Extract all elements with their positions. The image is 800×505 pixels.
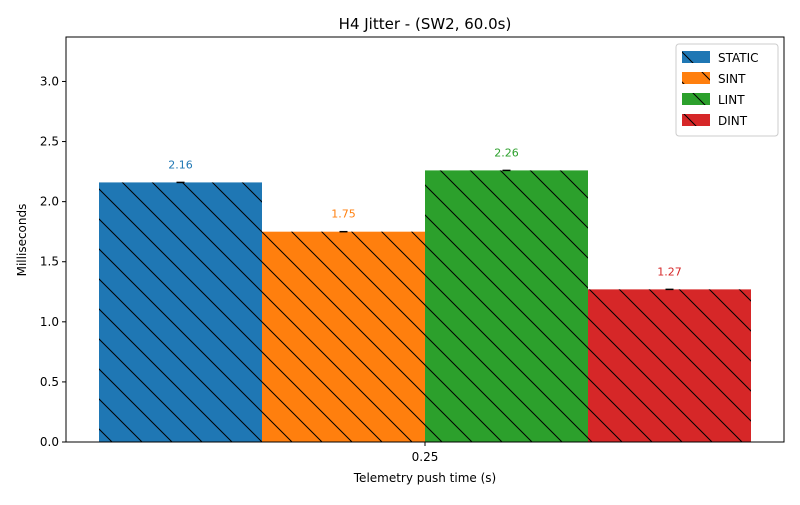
legend-box [675, 43, 779, 137]
legend-label-sint: SINT [718, 72, 746, 86]
y-tick-label: 0.0 [40, 435, 59, 449]
y-axis-label: Milliseconds [15, 204, 29, 277]
y-tick-label: 2.0 [40, 195, 59, 209]
legend-swatch-hatch-lint [682, 93, 710, 105]
chart-title: H4 Jitter - (SW2, 60.0s) [339, 15, 512, 33]
y-tick-label: 2.5 [40, 135, 59, 149]
y-tick-label: 1.0 [40, 315, 59, 329]
bar-hatch-static [99, 182, 262, 442]
legend-swatch-hatch-sint [682, 72, 710, 84]
bars [99, 170, 751, 442]
error-bars [176, 169, 674, 291]
y-tick-label: 1.5 [40, 255, 59, 269]
data-label-static: 2.16 [168, 158, 193, 171]
x-axis: 0.25 [412, 442, 439, 464]
legend: STATIC SINT LINT DINT [675, 43, 779, 137]
y-tick-label: 3.0 [40, 74, 59, 88]
y-axis: 0.0 0.5 1.0 1.5 2.0 2.5 3.0 [40, 74, 66, 449]
bar-hatch-sint [262, 231, 425, 442]
data-label-sint: 1.75 [331, 208, 356, 221]
legend-swatch-hatch-dint [682, 114, 710, 126]
x-axis-label: Telemetry push time (s) [353, 471, 496, 485]
legend-label-dint: DINT [718, 114, 748, 128]
data-label-lint: 2.26 [494, 146, 519, 159]
bar-hatch-lint [425, 170, 588, 442]
legend-label-static: STATIC [718, 51, 759, 65]
legend-label-lint: LINT [718, 93, 745, 107]
data-label-dint: 1.27 [657, 265, 682, 278]
bar-hatch-dint [588, 289, 751, 442]
x-tick-label: 0.25 [412, 450, 439, 464]
legend-swatch-hatch-static [682, 51, 710, 63]
data-labels: 2.16 1.75 2.26 1.27 [168, 146, 682, 278]
y-tick-label: 0.5 [40, 375, 59, 389]
